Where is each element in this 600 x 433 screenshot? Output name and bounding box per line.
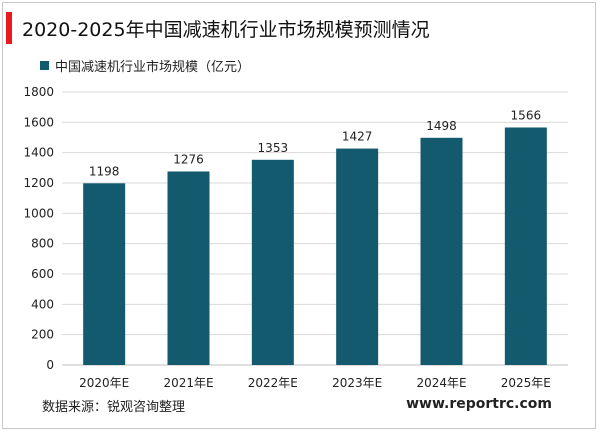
x-tick-label: 2021年E <box>163 376 213 390</box>
data-label: 1353 <box>258 141 289 155</box>
y-tick-label: 200 <box>31 328 54 342</box>
y-tick-label: 1800 <box>23 85 54 99</box>
y-tick-label: 1200 <box>23 176 54 190</box>
data-label: 1427 <box>342 130 373 144</box>
y-tick-label: 600 <box>31 267 54 281</box>
legend-swatch <box>40 61 49 70</box>
bar <box>336 148 379 365</box>
title-accent-bar <box>6 12 12 44</box>
y-tick-label: 400 <box>31 297 54 311</box>
bar <box>420 137 463 365</box>
x-tick-label: 2025年E <box>501 376 551 390</box>
x-tick-label: 2024年E <box>416 376 466 390</box>
x-tick-label: 2022年E <box>248 376 298 390</box>
y-tick-label: 1000 <box>23 206 54 220</box>
data-label: 1566 <box>511 108 542 122</box>
bar <box>83 183 126 365</box>
source-note: 数据来源：锐观咨询整理 <box>42 400 186 415</box>
y-tick-label: 800 <box>31 237 54 251</box>
bar <box>167 171 210 365</box>
bar <box>504 127 547 366</box>
y-tick-label: 1600 <box>23 115 54 129</box>
data-label: 1276 <box>173 152 204 166</box>
y-tick-label: 0 <box>46 358 54 372</box>
y-tick-label: 1400 <box>23 146 54 160</box>
legend: 中国减速机行业市场规模（亿元） <box>40 56 250 75</box>
bar <box>251 159 294 365</box>
data-label: 1498 <box>426 119 457 133</box>
website-url: www.reportrc.com <box>406 396 552 412</box>
legend-label: 中国减速机行业市场规模（亿元） <box>55 60 251 75</box>
chart-title: 2020-2025年中国减速机行业市场规模预测情况 <box>22 19 430 41</box>
x-tick-label: 2023年E <box>332 376 382 390</box>
x-tick-label: 2020年E <box>79 376 129 390</box>
data-label: 1198 <box>89 164 120 178</box>
